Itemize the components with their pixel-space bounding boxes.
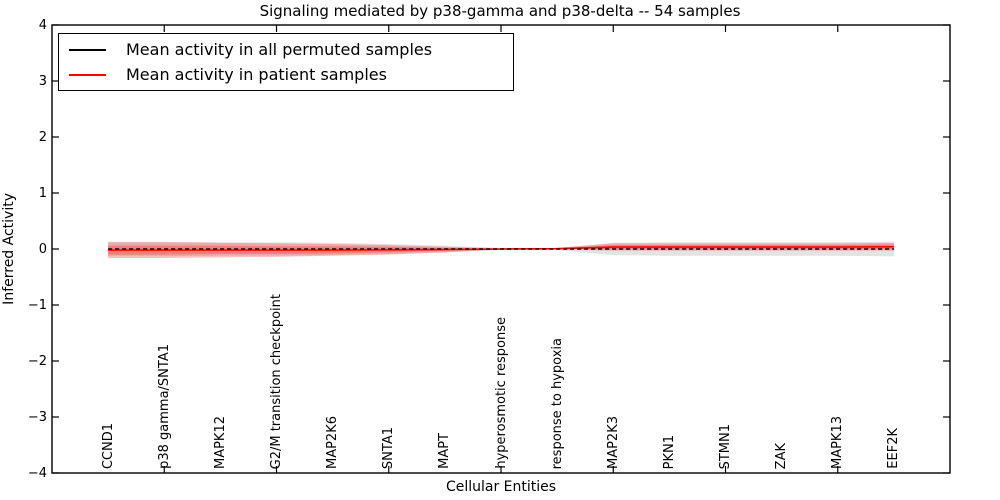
entity-label-1: CCND1 [100, 25, 116, 469]
patient-std-outer-band [108, 242, 894, 258]
entity-label-2: p38 gamma/SNTA1 [156, 25, 172, 469]
entity-label-text: MAPK12 [212, 415, 228, 469]
entity-label-11: PKN1 [661, 25, 677, 469]
x-axis-label: Cellular Entities [445, 479, 557, 495]
entity-label-15: EEF2K [886, 25, 902, 469]
legend-label: Mean activity in patient samples [126, 65, 387, 84]
legend-row-2: Mean activity in patient samples [69, 65, 503, 84]
y-tick-label: −3 [27, 409, 47, 425]
entity-label-text: EEF2K [886, 428, 902, 469]
entity-label-7: MAPT [437, 25, 453, 469]
entity-label-text: p38 gamma/SNTA1 [156, 344, 172, 469]
entity-label-text: STMN1 [718, 423, 733, 469]
legend-row-1: Mean activity in all permuted samples [69, 40, 503, 59]
legend-line-sample [69, 48, 106, 51]
y-tick-label: 1 [38, 185, 47, 201]
chart-title: Signaling mediated by p38-gamma and p38-… [259, 2, 741, 20]
entity-label-8: hyperosmotic response [493, 25, 509, 469]
entity-label-text: ZAK [774, 442, 790, 469]
y-tick-label: −1 [27, 297, 47, 313]
entity-label-text: SNTA1 [381, 426, 397, 469]
entity-label-13: ZAK [774, 25, 790, 469]
entity-label-text: PKN1 [661, 434, 677, 469]
entity-label-5: MAP2K6 [325, 25, 341, 469]
y-tick-label: 3 [38, 73, 47, 89]
y-tick-label: 4 [38, 17, 47, 33]
entity-label-6: SNTA1 [381, 25, 397, 469]
y-tick-label: 0 [38, 241, 47, 257]
y-tick-label: −4 [27, 465, 47, 481]
entity-label-text: response to hypoxia [549, 337, 565, 469]
entity-label-text: CCND1 [100, 422, 116, 469]
legend-line-sample [69, 73, 106, 76]
legend-label: Mean activity in all permuted samples [126, 40, 433, 59]
entity-label-10: MAP2K3 [605, 25, 621, 469]
entity-label-14: MAPK13 [830, 25, 846, 469]
entity-label-9: response to hypoxia [549, 25, 565, 469]
entity-label-text: MAPT [437, 433, 453, 469]
y-tick-label: −2 [27, 353, 47, 369]
entity-label-4: G2/M transition checkpoint [269, 25, 285, 469]
entity-label-text: MAP2K6 [325, 415, 341, 469]
entity-label-3: MAPK12 [212, 25, 228, 469]
y-tick-label: 2 [38, 129, 47, 145]
entity-label-text: MAPK13 [830, 415, 846, 469]
entity-label-12: STMN1 [718, 25, 734, 469]
entity-label-text: G2/M transition checkpoint [269, 293, 284, 469]
legend: Mean activity in all permuted samples Mea… [58, 33, 514, 91]
entity-label-text: hyperosmotic response [493, 317, 509, 469]
entity-label-text: MAP2K3 [605, 415, 621, 469]
